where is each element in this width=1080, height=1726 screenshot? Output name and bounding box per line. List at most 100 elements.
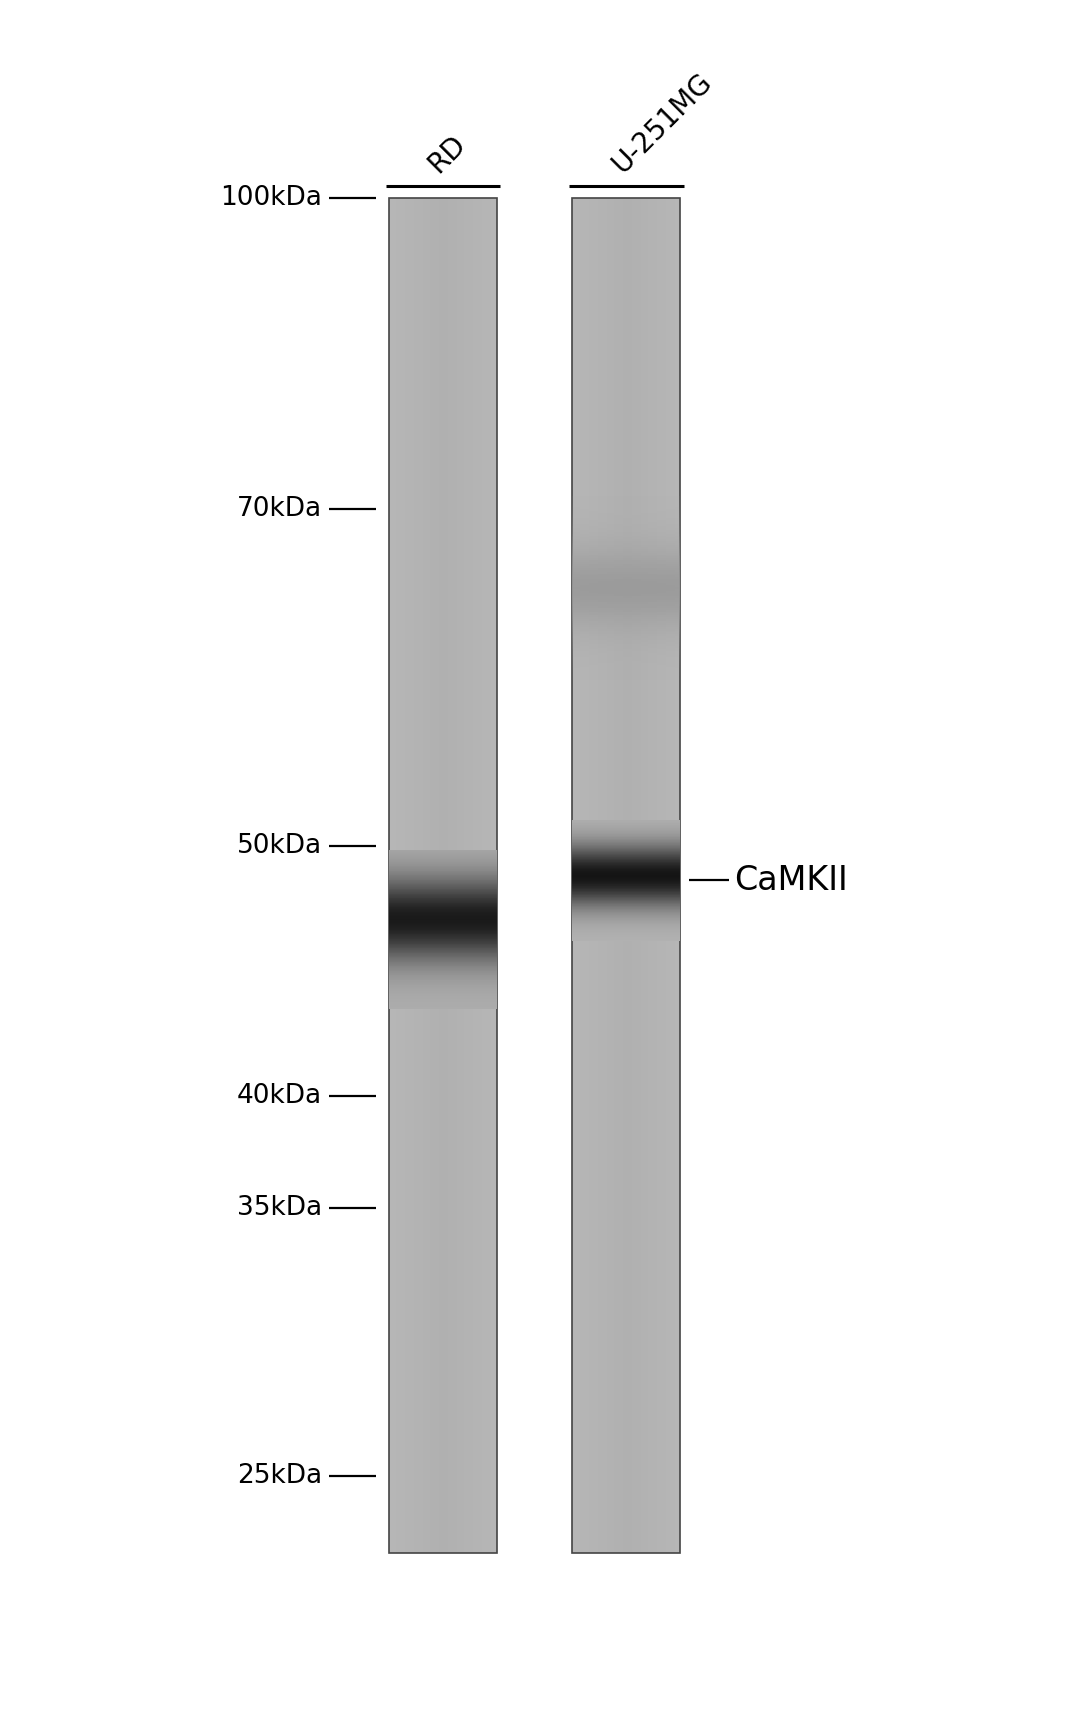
Bar: [400, 198, 402, 1553]
Bar: [572, 575, 680, 576]
Bar: [572, 525, 680, 526]
Bar: [394, 198, 396, 1553]
Bar: [572, 547, 680, 549]
Bar: [572, 625, 680, 627]
Bar: [572, 514, 680, 516]
Bar: [572, 668, 680, 670]
Bar: [419, 198, 421, 1553]
Bar: [459, 198, 461, 1553]
Bar: [441, 198, 443, 1553]
Bar: [451, 198, 454, 1553]
Bar: [572, 597, 680, 599]
Bar: [572, 530, 680, 532]
Bar: [572, 544, 680, 545]
Bar: [643, 198, 645, 1553]
Bar: [572, 511, 680, 513]
Bar: [592, 198, 594, 1553]
Bar: [572, 635, 680, 637]
Bar: [640, 198, 643, 1553]
Bar: [572, 561, 680, 563]
Bar: [572, 499, 680, 501]
Bar: [396, 198, 397, 1553]
Bar: [580, 198, 581, 1553]
Bar: [591, 198, 592, 1553]
Bar: [572, 677, 680, 678]
Bar: [603, 198, 605, 1553]
Bar: [457, 198, 459, 1553]
Text: 100kDa: 100kDa: [220, 185, 322, 212]
Bar: [423, 198, 424, 1553]
Bar: [672, 198, 673, 1553]
Bar: [572, 630, 680, 632]
Bar: [403, 198, 405, 1553]
Bar: [572, 573, 680, 575]
Bar: [572, 549, 680, 551]
Bar: [639, 198, 640, 1553]
Bar: [408, 198, 410, 1553]
Bar: [472, 198, 473, 1553]
Bar: [648, 198, 650, 1553]
Bar: [413, 198, 414, 1553]
Bar: [477, 198, 478, 1553]
Bar: [392, 198, 394, 1553]
Bar: [624, 198, 626, 1553]
Text: 40kDa: 40kDa: [237, 1082, 322, 1110]
Bar: [572, 552, 680, 554]
Bar: [473, 198, 475, 1553]
Bar: [632, 198, 634, 1553]
Bar: [634, 198, 635, 1553]
Bar: [589, 198, 591, 1553]
Bar: [572, 637, 680, 639]
Bar: [677, 198, 678, 1553]
Bar: [661, 198, 662, 1553]
Bar: [410, 198, 413, 1553]
Bar: [572, 599, 680, 601]
Bar: [572, 642, 680, 644]
Bar: [572, 666, 680, 668]
Bar: [572, 583, 680, 585]
Bar: [491, 198, 494, 1553]
Bar: [391, 198, 392, 1553]
Bar: [572, 564, 680, 566]
Bar: [572, 623, 680, 625]
Bar: [572, 616, 680, 618]
Bar: [430, 198, 432, 1553]
Bar: [572, 601, 680, 602]
Bar: [572, 576, 680, 580]
Bar: [446, 198, 448, 1553]
Bar: [483, 198, 484, 1553]
Bar: [572, 644, 680, 646]
Bar: [599, 198, 602, 1553]
Bar: [572, 647, 680, 649]
Bar: [572, 661, 680, 663]
Bar: [421, 198, 423, 1553]
Text: RD: RD: [423, 129, 472, 178]
Bar: [572, 542, 680, 544]
Text: 35kDa: 35kDa: [237, 1194, 322, 1222]
Bar: [464, 198, 467, 1553]
Bar: [432, 198, 434, 1553]
Bar: [424, 198, 427, 1553]
Bar: [572, 627, 680, 628]
Bar: [475, 198, 477, 1553]
Bar: [416, 198, 418, 1553]
Bar: [440, 198, 441, 1553]
Bar: [637, 198, 639, 1553]
Bar: [572, 580, 680, 582]
Bar: [572, 665, 680, 666]
Bar: [572, 509, 680, 511]
Bar: [616, 198, 618, 1553]
Bar: [572, 594, 680, 597]
Bar: [572, 651, 680, 652]
Bar: [572, 654, 680, 656]
Bar: [667, 198, 670, 1553]
Bar: [662, 198, 664, 1553]
Bar: [572, 673, 680, 675]
Text: 70kDa: 70kDa: [237, 495, 322, 523]
Bar: [581, 198, 583, 1553]
Bar: [596, 198, 597, 1553]
Bar: [418, 198, 419, 1553]
Bar: [586, 198, 589, 1553]
Bar: [427, 198, 429, 1553]
Bar: [572, 620, 680, 621]
